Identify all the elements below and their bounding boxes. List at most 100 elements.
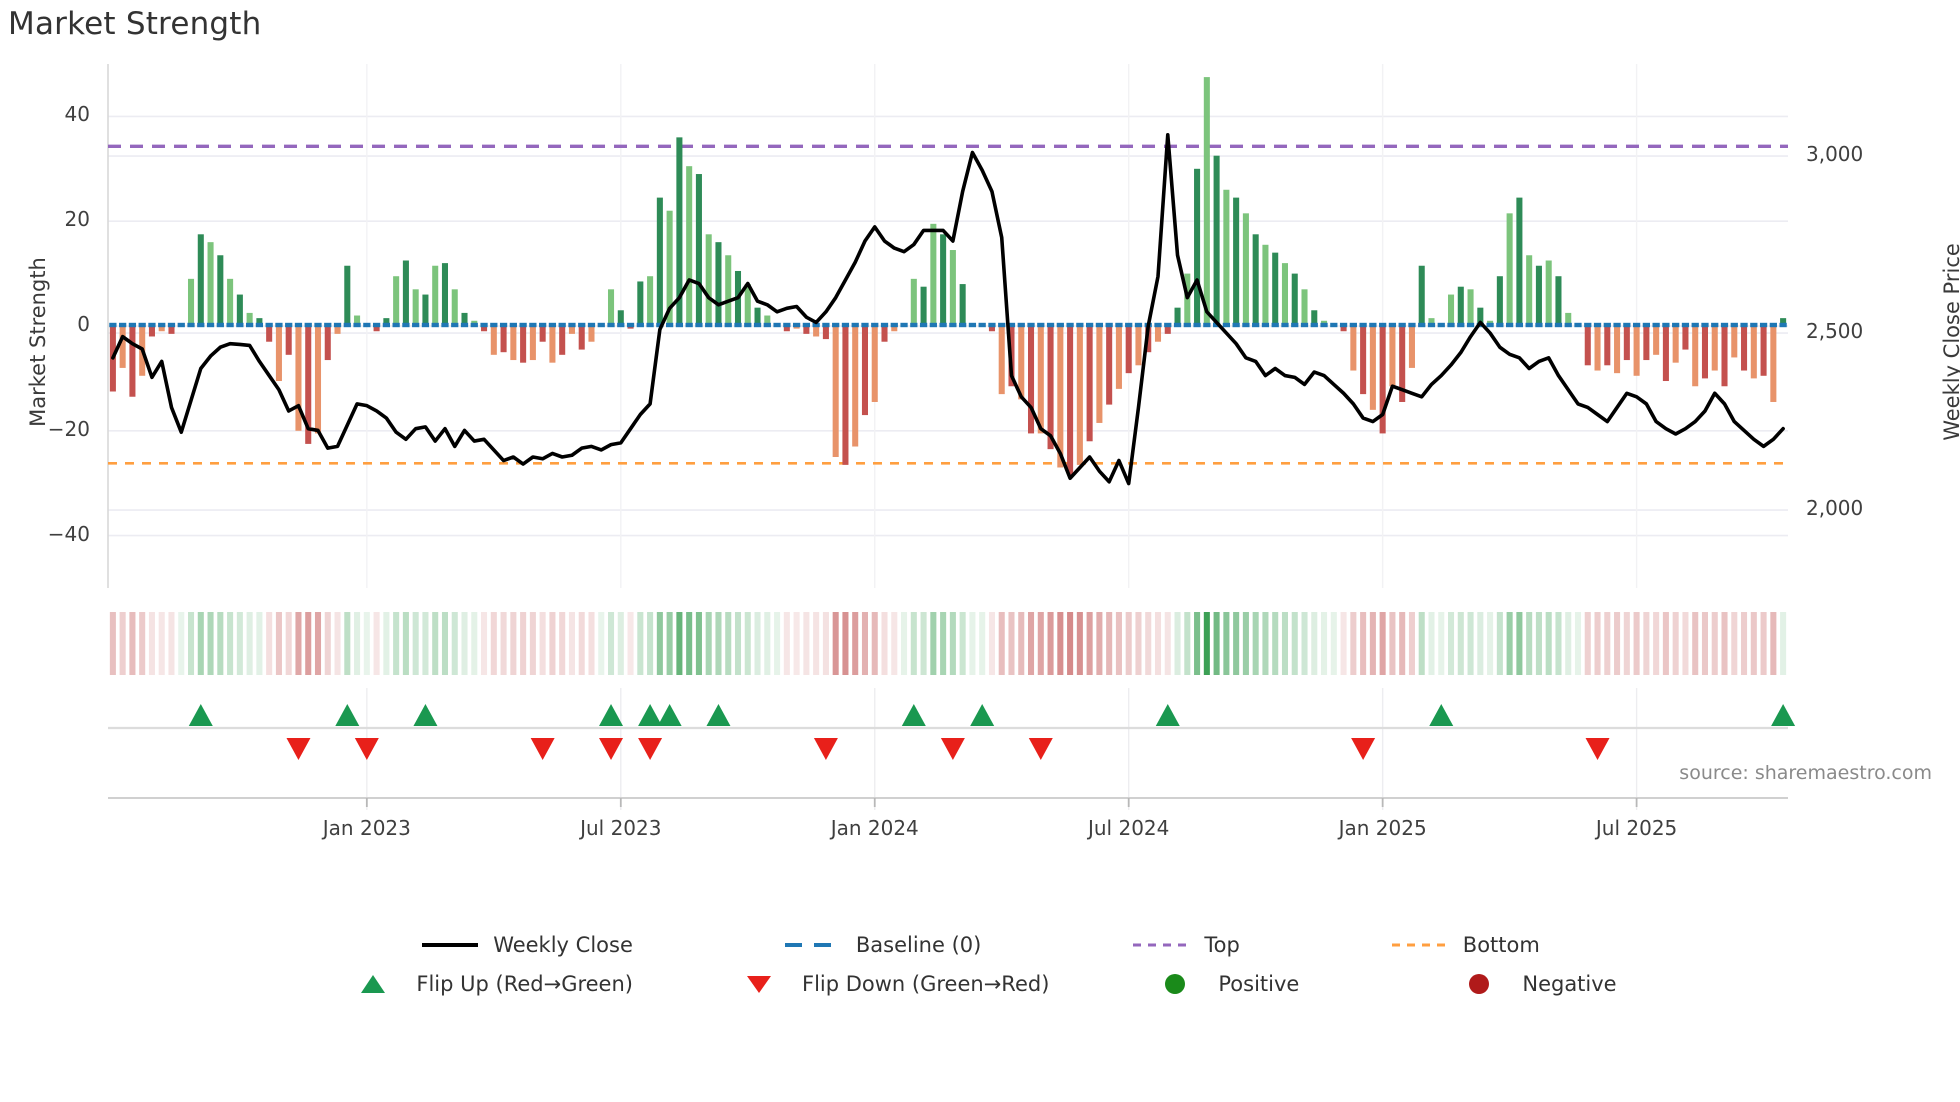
baseline-marker: [978, 322, 986, 328]
baseline-marker: [1320, 322, 1328, 328]
bar: [402, 260, 409, 326]
legend-item[interactable]: Baseline (0): [783, 933, 981, 957]
flip-up-marker: [413, 704, 438, 726]
bar: [1164, 326, 1171, 334]
baseline-marker: [246, 322, 254, 328]
baseline-marker: [1379, 322, 1387, 328]
baseline-marker: [1125, 322, 1133, 328]
legend-key: [1449, 973, 1509, 995]
baseline-marker: [402, 322, 410, 328]
legend-item[interactable]: Weekly Close: [420, 933, 633, 957]
baseline-marker: [1046, 322, 1055, 328]
baseline-marker: [705, 322, 713, 328]
legend-item[interactable]: Top: [1131, 933, 1240, 957]
baseline-marker: [333, 322, 342, 328]
heatmap-cell: [520, 612, 527, 675]
heatmap-cell: [588, 612, 595, 675]
baseline-marker: [138, 322, 146, 328]
heatmap-cell: [1213, 612, 1220, 675]
heatmap-cell: [1496, 612, 1503, 675]
legend-item[interactable]: Negative: [1449, 972, 1617, 996]
bar: [1399, 326, 1406, 402]
flip-down-marker: [1351, 738, 1376, 760]
bar: [187, 278, 195, 326]
bar: [617, 310, 624, 326]
bar: [1291, 273, 1298, 326]
heatmap-cell: [1653, 612, 1660, 675]
baseline-marker: [148, 322, 156, 328]
legend-item[interactable]: Positive: [1145, 972, 1299, 996]
dotted-line-icon: [1391, 943, 1448, 946]
baseline-marker: [607, 322, 615, 328]
heatmap-cell: [1516, 612, 1523, 675]
baseline-marker: [919, 322, 928, 328]
y-axis-right-tick-label: 2,000: [1806, 496, 1864, 521]
baseline-marker: [265, 322, 273, 328]
bar: [1750, 326, 1757, 379]
baseline-marker: [1720, 322, 1729, 328]
baseline-marker: [1662, 322, 1670, 328]
y-axis-right-title: Weekly Close Price: [1940, 243, 1960, 441]
heatmap-cell: [481, 612, 488, 675]
heatmap-cell: [715, 612, 722, 675]
baseline-marker: [1750, 322, 1758, 328]
baseline-marker: [1681, 322, 1690, 328]
legend-item[interactable]: Flip Down (Green→Red): [729, 972, 1049, 996]
baseline-marker: [255, 322, 264, 328]
bar: [715, 242, 722, 326]
legend-label: Weekly Close: [493, 932, 633, 957]
bar: [1115, 326, 1122, 389]
baseline-marker: [1447, 322, 1455, 328]
bar: [676, 137, 683, 326]
bar: [852, 326, 859, 447]
heatmap-cell: [1301, 612, 1308, 675]
bar: [1252, 234, 1259, 326]
heatmap-cell: [1076, 612, 1083, 675]
triangle-up-icon: [361, 974, 386, 993]
baseline-marker: [1252, 322, 1260, 328]
heatmap-cell: [139, 612, 146, 675]
heatmap-cell: [1379, 612, 1386, 675]
heatmap-cell: [1770, 612, 1777, 675]
baseline-marker: [1310, 322, 1318, 328]
bar: [568, 326, 575, 334]
baseline-marker: [1164, 322, 1172, 328]
heatmap-cell: [1252, 612, 1259, 675]
bar: [1057, 326, 1064, 468]
baseline-marker: [1437, 322, 1445, 328]
bar: [256, 318, 263, 326]
bar: [832, 326, 839, 457]
baseline-marker: [236, 322, 244, 328]
heatmap-cell: [432, 612, 439, 675]
x-axis-tick-label: Jan 2023: [322, 816, 411, 840]
baseline-marker: [568, 322, 576, 328]
heatmap-cell: [1135, 612, 1142, 675]
heatmap-cell: [490, 612, 497, 675]
heatmap-cell: [217, 612, 224, 675]
heatmap-cell: [774, 612, 781, 675]
heatmap-cell: [607, 612, 615, 675]
bar: [246, 312, 253, 326]
baseline-marker: [666, 322, 674, 328]
bar: [627, 326, 634, 329]
legend-key: [420, 934, 480, 956]
bar: [842, 326, 849, 465]
baseline-marker: [226, 322, 234, 328]
heatmap-cell: [148, 612, 155, 675]
bar: [656, 197, 663, 326]
heatmap-cell: [305, 612, 312, 675]
baseline-marker: [753, 322, 762, 328]
legend-item[interactable]: Bottom: [1390, 933, 1540, 957]
heatmap-cell: [1438, 612, 1445, 675]
legend-item[interactable]: Flip Up (Red→Green): [343, 972, 633, 996]
bar: [1447, 294, 1455, 326]
baseline-marker: [714, 322, 723, 328]
baseline-marker: [792, 322, 801, 328]
heatmap-cell: [207, 612, 214, 675]
baseline-marker: [685, 322, 693, 328]
flip-up-marker: [1155, 704, 1180, 726]
bar: [607, 289, 615, 326]
bar: [1203, 77, 1210, 326]
heatmap-cell: [246, 612, 253, 675]
